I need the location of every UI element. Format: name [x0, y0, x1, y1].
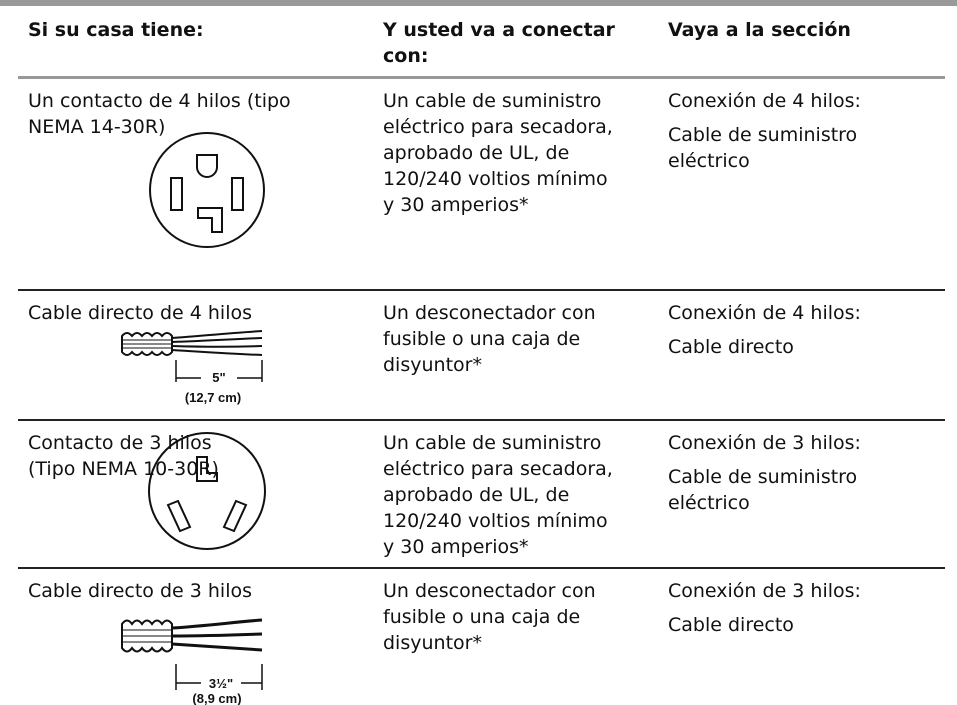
connect-with: disyuntor* — [383, 354, 482, 376]
subsection: Cable directo — [668, 336, 794, 358]
wire-4 — [121, 330, 263, 382]
connect-with: Un cable de suministro — [383, 432, 602, 454]
situation: NEMA 14-30R) — [28, 116, 166, 138]
connect-with: eléctrico para secadora, — [383, 458, 613, 480]
header-rule — [18, 76, 945, 79]
dimension-metric: (8,9 cm) — [192, 691, 241, 705]
row-rule — [18, 289, 945, 291]
column-header: con: — [383, 45, 429, 67]
situation: (Tipo NEMA 10-30R) — [28, 458, 219, 480]
connect-with: 120/240 voltios mínimo — [383, 510, 608, 532]
situation: Un contacto de 4 hilos (tipo — [28, 90, 291, 112]
outlet-4-wire — [149, 132, 265, 248]
connect-with: Un cable de suministro — [383, 90, 602, 112]
dimension-metric: (12,7 cm) — [185, 390, 241, 405]
connect-with: aprobado de UL, de — [383, 484, 570, 506]
situation: Contacto de 3 hilos — [28, 432, 212, 454]
situation: Cable directo de 4 hilos — [28, 302, 253, 324]
outlet-3-wire — [148, 432, 266, 550]
connect-with: eléctrico para secadora, — [383, 116, 613, 138]
column-header: Y usted va a conectar — [383, 19, 615, 41]
subsection: eléctrico — [668, 150, 750, 172]
section: Conexión de 3 hilos: — [668, 580, 861, 602]
column-header: Vaya a la sección — [668, 19, 851, 41]
connect-with: Un desconectador con — [383, 580, 596, 602]
section: Conexión de 3 hilos: — [668, 432, 861, 454]
connect-with: 120/240 voltios mínimo — [383, 168, 608, 190]
subsection: eléctrico — [668, 492, 750, 514]
dimension-label: 5" — [212, 370, 225, 385]
connect-with: Un desconectador con — [383, 302, 596, 324]
connect-with: aprobado de UL, de — [383, 142, 570, 164]
wire-3 — [121, 618, 263, 690]
connect-with: y 30 amperios* — [383, 194, 529, 216]
section: Conexión de 4 hilos: — [668, 302, 861, 324]
section: Conexión de 4 hilos: — [668, 90, 861, 112]
subsection: Cable de suministro — [668, 124, 858, 146]
dimension-label: 3½" — [209, 676, 233, 691]
connect-with: fusible o una caja de — [383, 328, 581, 350]
row-rule — [18, 419, 945, 421]
situation: Cable directo de 3 hilos — [28, 580, 253, 602]
row-rule — [18, 567, 945, 569]
subsection: Cable de suministro — [668, 466, 858, 488]
top-bar — [0, 0, 957, 6]
connect-with: disyuntor* — [383, 632, 482, 654]
connect-with: fusible o una caja de — [383, 606, 581, 628]
subsection: Cable directo — [668, 614, 794, 636]
column-header: Si su casa tiene: — [28, 19, 204, 41]
connect-with: y 30 amperios* — [383, 536, 529, 558]
